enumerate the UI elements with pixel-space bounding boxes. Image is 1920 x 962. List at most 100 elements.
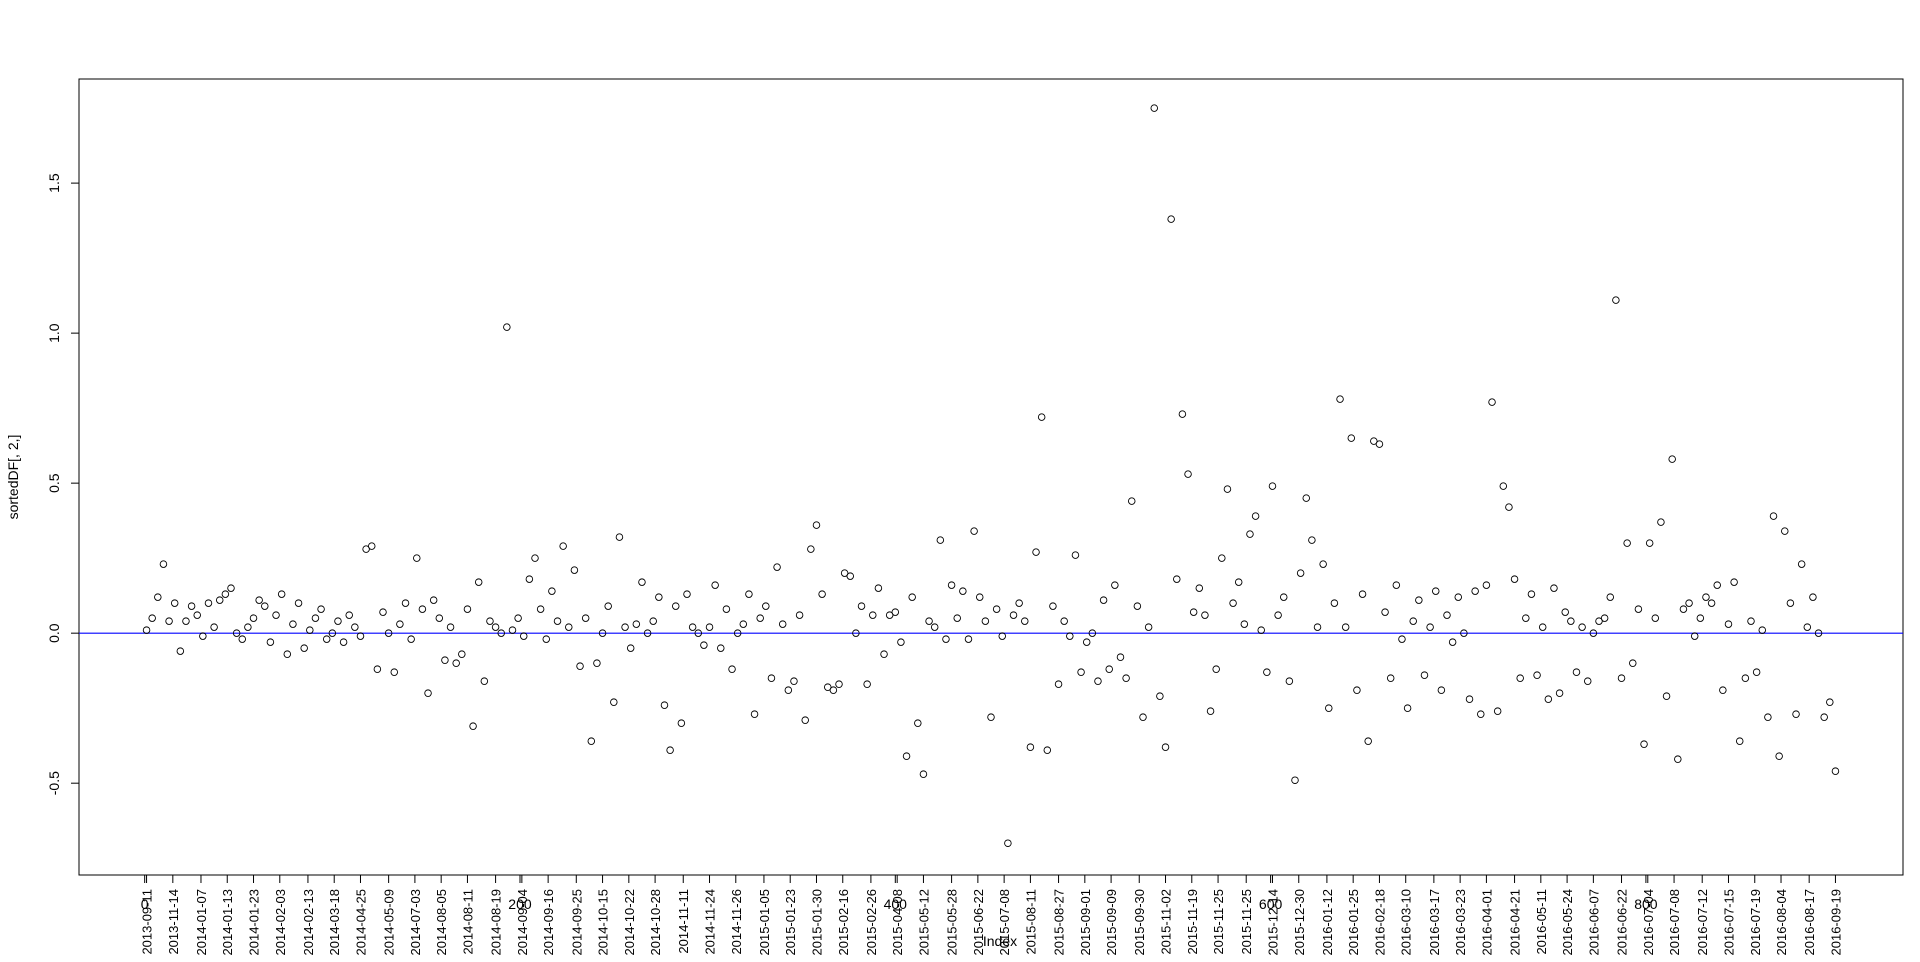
data-point <box>1420 671 1429 679</box>
data-point <box>576 662 584 670</box>
data-point <box>722 605 731 613</box>
data-point <box>1133 602 1142 610</box>
data-point <box>683 590 691 598</box>
data-point <box>1499 482 1508 490</box>
date-tick-label: 2016-01-12 <box>1320 889 1335 956</box>
data-point <box>1488 398 1496 406</box>
data-point <box>598 629 607 637</box>
data-point <box>790 677 798 685</box>
data-point <box>458 650 466 658</box>
data-point <box>587 737 596 745</box>
data-point <box>671 602 680 610</box>
date-tick-label: 2015-07-08 <box>997 889 1012 956</box>
data-point <box>919 770 928 778</box>
date-tick-label: 2015-11-19 <box>1185 889 1200 955</box>
data-point <box>1302 494 1311 502</box>
data-point <box>565 623 573 631</box>
data-point <box>497 629 505 637</box>
data-point <box>362 545 370 553</box>
data-point <box>1702 593 1710 601</box>
data-point <box>593 659 601 667</box>
date-tick-label: 2016-05-11 <box>1534 889 1549 955</box>
data-point <box>1454 593 1463 601</box>
data-point <box>1167 215 1175 223</box>
data-point <box>812 521 821 529</box>
data-point <box>1516 674 1524 682</box>
date-tick-label: 2014-10-22 <box>622 889 637 956</box>
data-point <box>1257 626 1265 634</box>
data-point <box>1375 440 1384 448</box>
data-point <box>1122 674 1130 682</box>
data-point <box>987 713 995 721</box>
data-point <box>1437 686 1446 694</box>
data-point <box>249 614 258 622</box>
data-point <box>1645 539 1654 547</box>
data-point <box>328 629 337 637</box>
data-point <box>1336 395 1344 403</box>
data-point <box>469 722 477 730</box>
data-point <box>1223 485 1232 493</box>
date-tick-label: 2016-05-24 <box>1560 889 1575 956</box>
data-point <box>435 614 444 622</box>
data-point <box>480 677 489 685</box>
date-tick-label: 2014-08-19 <box>489 889 504 956</box>
data-point <box>232 629 241 637</box>
date-tick-label: 2016-07-12 <box>1695 889 1710 956</box>
date-tick-label: 2015-06-22 <box>971 889 986 956</box>
data-point <box>885 611 894 619</box>
data-point <box>604 602 612 610</box>
data-point <box>446 623 455 631</box>
data-point <box>1111 581 1119 589</box>
data-point <box>227 584 235 592</box>
data-point <box>1674 755 1682 763</box>
date-tick-label: 2015-08-27 <box>1052 889 1067 956</box>
data-point <box>1797 560 1806 568</box>
data-point <box>852 629 860 637</box>
data-point <box>638 578 646 586</box>
data-point <box>215 596 224 604</box>
date-tick-label: 2014-01-07 <box>194 889 209 956</box>
date-tick-label: 2016-03-17 <box>1427 889 1442 956</box>
data-point <box>1189 608 1198 616</box>
y-tick-label: 1.5 <box>46 173 62 193</box>
data-point <box>491 623 500 631</box>
data-point <box>401 599 410 607</box>
data-point <box>1493 707 1502 715</box>
date-tick-label: 2016-04-21 <box>1508 889 1523 956</box>
data-point <box>1600 614 1609 622</box>
data-point <box>199 632 207 640</box>
data-point <box>970 527 978 535</box>
data-point <box>548 587 556 595</box>
data-point <box>536 605 545 613</box>
date-tick-label: 2014-11-26 <box>729 889 744 955</box>
data-point <box>807 545 815 553</box>
date-tick-label: 2015-11-02 <box>1159 889 1174 955</box>
data-point <box>1325 704 1333 712</box>
data-point <box>1049 602 1057 610</box>
date-tick-label: 2014-02-03 <box>273 889 288 956</box>
date-tick-label: 2016-08-04 <box>1774 889 1789 956</box>
data-point <box>553 617 562 625</box>
data-point <box>581 614 590 622</box>
data-point <box>413 554 421 562</box>
data-point <box>1741 674 1750 682</box>
data-point <box>1724 620 1733 628</box>
data-point <box>1747 617 1755 625</box>
data-point <box>1144 623 1153 631</box>
date-tick-label: 2016-07-15 <box>1721 889 1736 956</box>
data-point <box>1026 743 1035 751</box>
data-point <box>1696 614 1705 622</box>
date-tick-label: 2014-01-13 <box>220 889 235 956</box>
data-point <box>897 638 905 646</box>
data-point <box>1719 686 1727 694</box>
data-point <box>677 719 686 727</box>
data-point <box>441 656 449 664</box>
data-point <box>1831 767 1840 775</box>
date-tick-label: 2014-08-11 <box>460 889 475 955</box>
data-point <box>1178 410 1187 418</box>
data-point <box>221 590 230 598</box>
data-point <box>1589 629 1598 637</box>
data-point <box>294 599 303 607</box>
data-point <box>1285 677 1294 685</box>
